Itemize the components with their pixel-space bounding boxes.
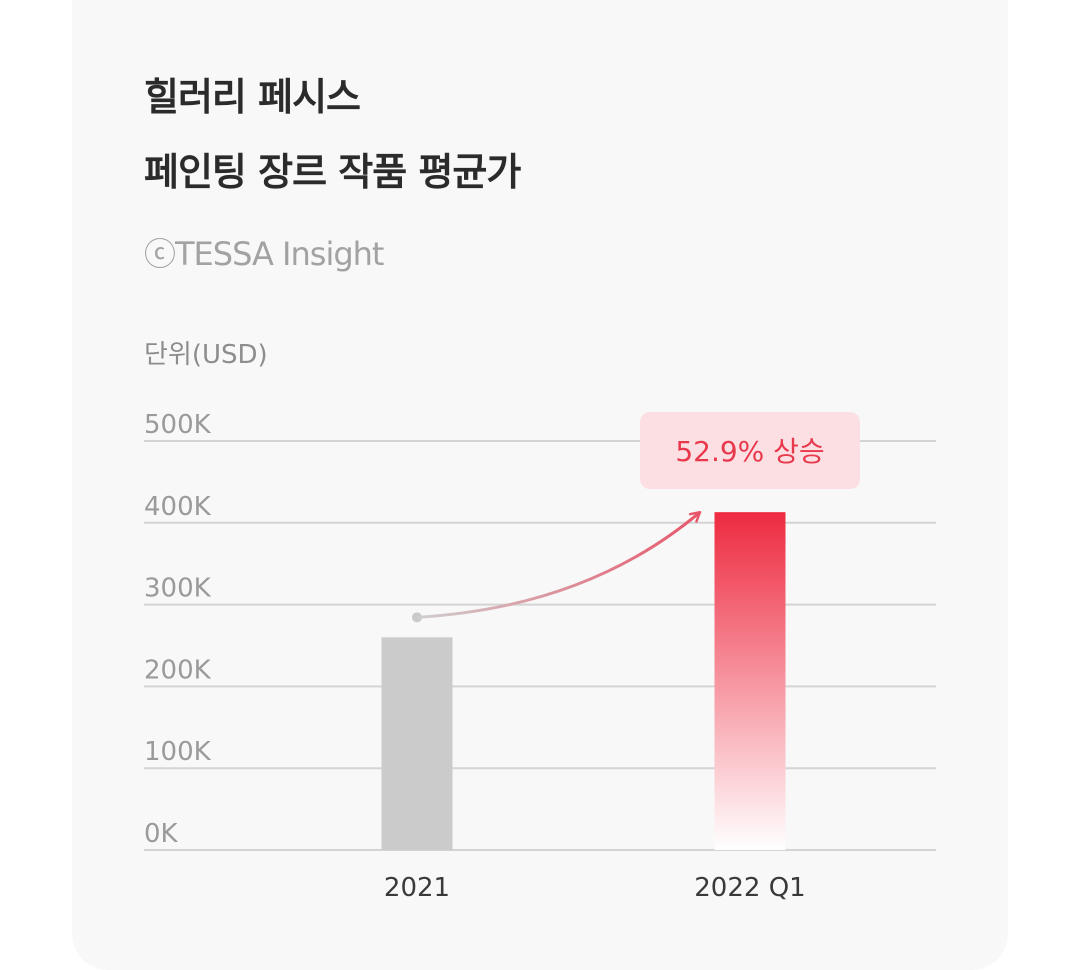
chart-title-line1: 힐러리 페시스	[144, 75, 361, 119]
y-tick-label: 500K	[144, 410, 212, 440]
growth-badge-label: 52.9% 상승	[675, 435, 824, 468]
x-tick-label: 2021	[384, 873, 450, 903]
y-tick-label: 300K	[144, 574, 212, 604]
unit-label: 단위(USD)	[144, 340, 268, 370]
bar-chart: 0K 100K 200K 300K 400K 500K 2021 2022 Q1 52.9%…	[144, 410, 936, 903]
bar-2021	[381, 637, 453, 850]
y-tick-label: 400K	[144, 492, 212, 522]
bar-2022-q1	[714, 512, 786, 850]
growth-arrow	[416, 512, 700, 619]
y-tick-label: 200K	[144, 655, 212, 685]
growth-badge	[640, 412, 860, 489]
chart-title-line2: 페인팅 장르 작품 평균가	[144, 150, 521, 194]
x-tick-label: 2022 Q1	[694, 873, 805, 903]
y-tick-label: 0K	[144, 819, 179, 849]
y-tick-label: 100K	[144, 737, 212, 767]
source-credit: ⓒTESSA Insight	[144, 235, 384, 273]
